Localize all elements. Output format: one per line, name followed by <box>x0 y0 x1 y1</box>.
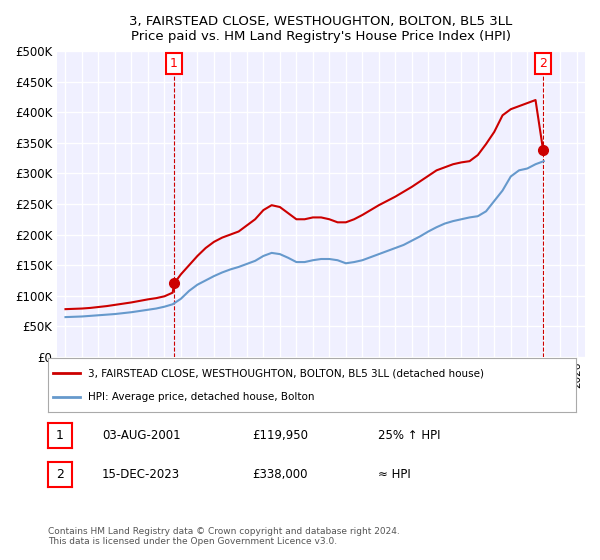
Text: £119,950: £119,950 <box>252 428 308 442</box>
Text: 15-DEC-2023: 15-DEC-2023 <box>102 468 180 481</box>
Text: ≈ HPI: ≈ HPI <box>378 468 411 481</box>
Text: 03-AUG-2001: 03-AUG-2001 <box>102 428 181 442</box>
Text: 2: 2 <box>56 468 64 481</box>
Text: Contains HM Land Registry data © Crown copyright and database right 2024.
This d: Contains HM Land Registry data © Crown c… <box>48 526 400 546</box>
Text: 25% ↑ HPI: 25% ↑ HPI <box>378 428 440 442</box>
Text: £338,000: £338,000 <box>252 468 308 481</box>
Text: 2: 2 <box>539 57 547 70</box>
Text: 1: 1 <box>170 57 178 70</box>
Title: 3, FAIRSTEAD CLOSE, WESTHOUGHTON, BOLTON, BL5 3LL
Price paid vs. HM Land Registr: 3, FAIRSTEAD CLOSE, WESTHOUGHTON, BOLTON… <box>130 15 513 43</box>
Text: 1: 1 <box>56 429 64 442</box>
Text: 3, FAIRSTEAD CLOSE, WESTHOUGHTON, BOLTON, BL5 3LL (detached house): 3, FAIRSTEAD CLOSE, WESTHOUGHTON, BOLTON… <box>88 368 484 379</box>
Text: HPI: Average price, detached house, Bolton: HPI: Average price, detached house, Bolt… <box>88 391 314 402</box>
